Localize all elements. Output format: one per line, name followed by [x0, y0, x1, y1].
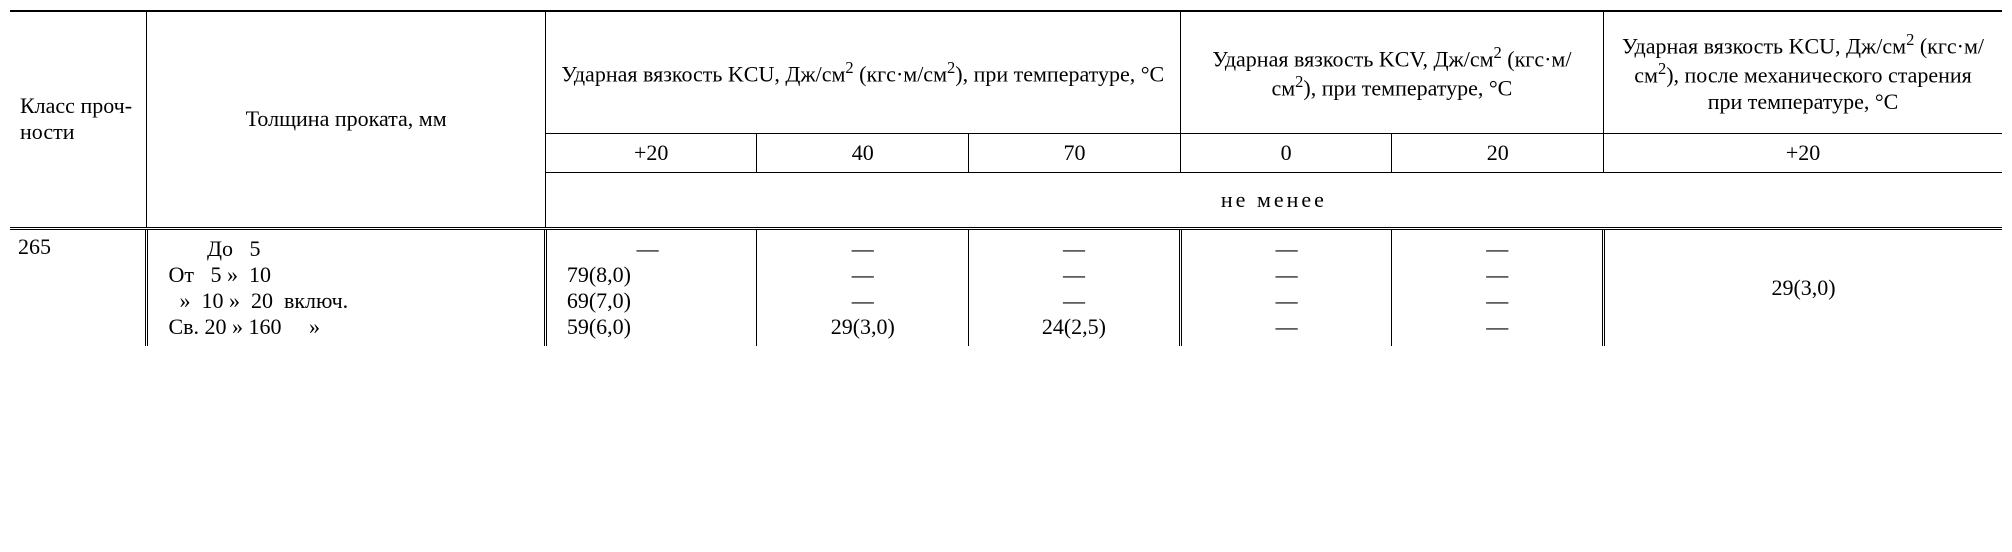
subheader-20: 20 [1392, 133, 1604, 172]
header-thickness: Толщина проката, мм [147, 11, 545, 228]
thickness-line-1: До 5 [168, 236, 535, 262]
table-row: 265 До 5 От 5 » 10 » 10 » 20 включ. Св. … [10, 228, 2002, 346]
cell-aging: 29(3,0) [1604, 228, 2002, 346]
not-less-row: не менее [545, 172, 2002, 228]
thickness-line-4: Св. 20 » 160 » [168, 314, 535, 340]
thickness-line-2: От 5 » 10 [168, 262, 535, 288]
subheader-40: 40 [757, 133, 969, 172]
cell-kcv-20: — — — — [1392, 228, 1604, 346]
cell-kcu-20: — 79(8,0) 69(7,0) 59(6,0) [545, 228, 757, 346]
impact-strength-table: Класс проч-ности Толщина проката, мм Уда… [10, 10, 2002, 346]
header-kcu-aging: Ударная вязкость KCU, Дж/см2 (кгс·м/см2)… [1604, 11, 2002, 133]
cell-class: 265 [10, 228, 147, 346]
cell-kcv-0: — — — — [1180, 228, 1392, 346]
subheader-70: 70 [969, 133, 1181, 172]
cell-kcu-40: — — — 29(3,0) [757, 228, 969, 346]
cell-kcu-70: — — — 24(2,5) [969, 228, 1181, 346]
header-kcv-temp: Ударная вязкость KCV, Дж/см2 (кгс·м/см2)… [1180, 11, 1603, 133]
cell-thickness: До 5 От 5 » 10 » 10 » 20 включ. Св. 20 »… [147, 228, 545, 346]
header-kcu-temp: Ударная вязкость KCU, Дж/см2 (кгс·м/см2)… [545, 11, 1180, 133]
subheader-plus20-1: +20 [545, 133, 757, 172]
subheader-plus20-2: +20 [1604, 133, 2002, 172]
header-strength-class: Класс проч-ности [10, 11, 147, 228]
thickness-line-3: » 10 » 20 включ. [168, 288, 535, 314]
subheader-0: 0 [1180, 133, 1392, 172]
